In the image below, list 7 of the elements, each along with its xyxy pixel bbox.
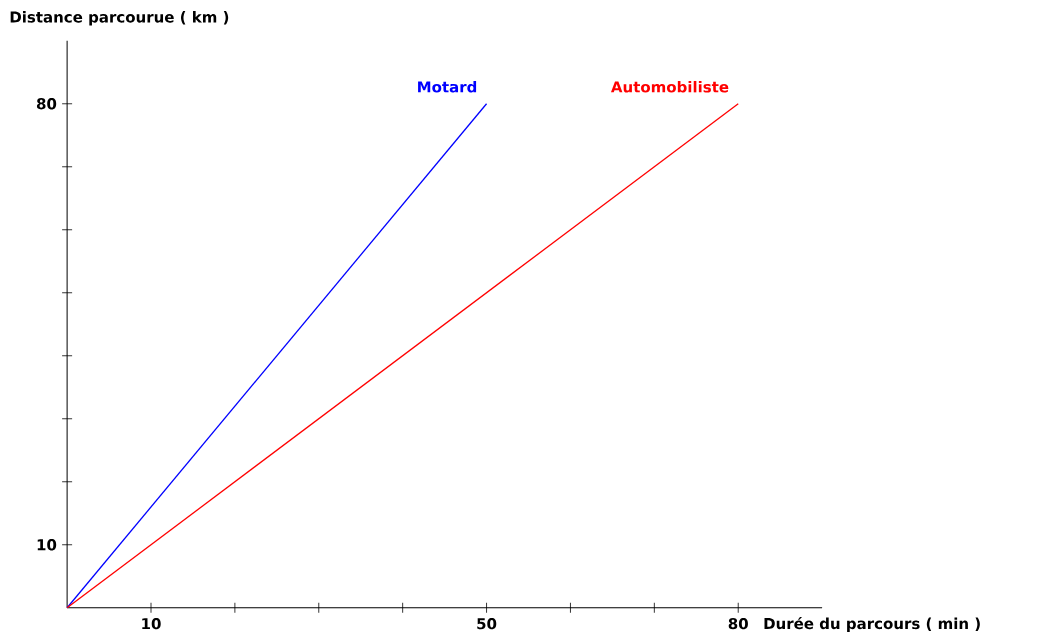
- x-tick-label: 50: [477, 617, 497, 630]
- series-label: Motard: [418, 80, 477, 93]
- y-axis-title: Distance parcourue ( km ): [10, 11, 229, 26]
- x-tick-label: 10: [142, 617, 161, 630]
- series-label: Automobiliste: [610, 80, 729, 93]
- x-axis-title: Durée du parcours ( min ): [764, 616, 980, 633]
- x-tick-label: 80: [728, 617, 748, 630]
